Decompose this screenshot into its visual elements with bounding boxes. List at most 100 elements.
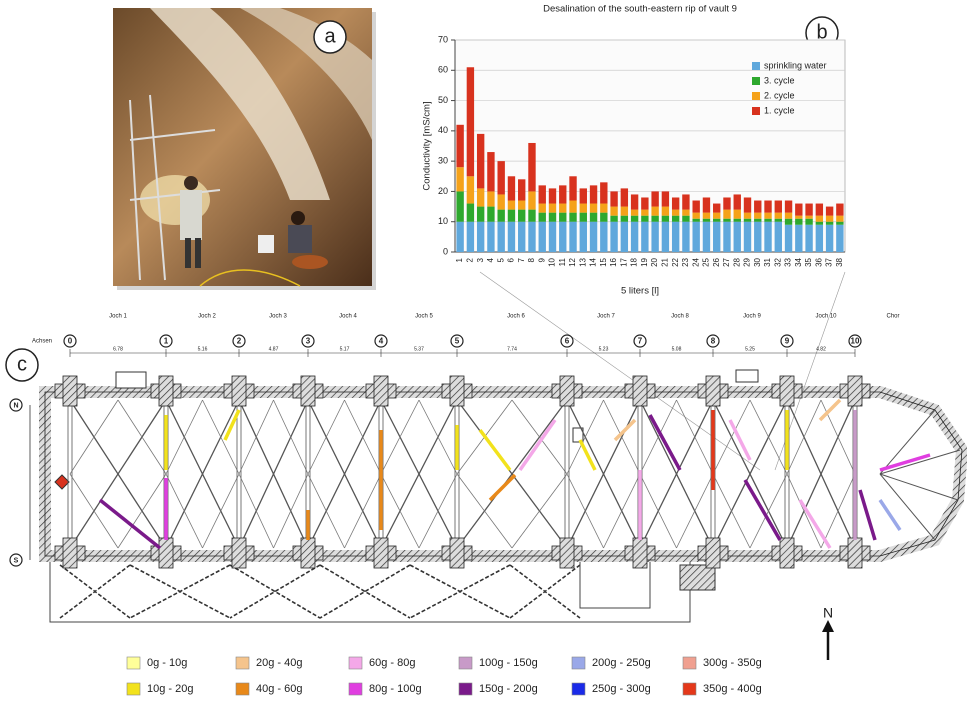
bar-segment [528,222,535,252]
bar-segment [580,222,587,252]
bar-segment [764,219,771,222]
bar-segment [805,219,812,225]
bar-segment [744,219,751,222]
legend-swatch [752,92,760,100]
legend-label: 2. cycle [764,90,795,100]
legend-label: 200g - 250g [592,657,651,669]
bar-segment [569,222,576,252]
bar-segment [467,67,474,176]
bar-segment [518,201,525,210]
bar-segment [775,219,782,222]
x-tick-label: 30 [753,257,762,266]
legend-swatch [752,62,760,70]
bar-segment [662,216,669,222]
bar-segment [672,222,679,252]
x-tick-label: 22 [671,257,680,266]
dimension-label: 7.74 [507,346,517,352]
legend-swatch [752,77,760,85]
panel-label-text: c [17,353,27,375]
bar-segment [600,182,607,203]
bar-segment [467,176,474,203]
x-tick-label: 15 [599,257,608,266]
legend-label: 350g - 400g [703,683,762,695]
legend-swatch [572,657,585,669]
bar-segment [621,188,628,206]
bar-segment [836,222,843,225]
pillar [706,376,720,406]
legend-label: 3. cycle [764,75,795,85]
axis-label: 1 [164,337,169,346]
bar-segment [569,201,576,213]
legend-label: 0g - 10g [147,657,187,669]
bar-segment [754,213,761,219]
bar-segment [713,222,720,252]
legend-swatch [459,657,472,669]
bar-segment [826,216,833,222]
bar-segment [703,219,710,222]
bar-segment [518,210,525,222]
pillar [706,538,720,568]
y-tick-label: 50 [438,95,448,105]
axis-label: 5 [455,337,460,346]
bay-label: Joch 3 [269,314,287,320]
bay-label: Joch 10 [815,314,837,320]
bay-label: Chor [886,314,899,320]
x-tick-label: 1 [455,257,464,262]
x-tick-label: 32 [773,257,782,266]
bay-label: Joch 2 [198,314,216,320]
bar-segment [590,222,597,252]
legend-swatch [349,657,362,669]
x-tick-label: 29 [743,257,752,266]
bar-segment [795,216,802,219]
bay-label: Joch 7 [597,314,615,320]
bar-segment [723,222,730,252]
side-label: N [13,402,18,409]
bar-segment [610,207,617,216]
bar-segment [641,216,648,222]
bar-segment [631,222,638,252]
bar-segment [518,179,525,200]
legend-swatch [236,657,249,669]
bar-segment [785,213,792,219]
bar-segment [692,213,699,219]
bar-segment [528,143,535,191]
bar-segment [487,222,494,252]
north-label: N [823,605,833,621]
legend-label: 10g - 20g [147,683,193,695]
bar-segment [467,222,474,252]
bar-segment [631,216,638,222]
y-tick-label: 10 [438,216,448,226]
bar-segment [795,204,802,216]
x-tick-label: 33 [784,257,793,266]
dimension-label: 5.37 [414,346,424,352]
bar-segment [518,222,525,252]
axis-label: 6 [565,337,570,346]
bar-segment [497,161,504,194]
bar-segment [487,207,494,222]
x-tick-label: 26 [712,257,721,266]
bar-segment [539,222,546,252]
bar-segment [826,225,833,252]
bar-segment [559,213,566,222]
x-tick-label: 11 [558,257,567,266]
bay-label: Joch 8 [671,314,689,320]
bar-segment [836,225,843,252]
bar-segment [528,210,535,222]
bar-segment [651,216,658,222]
bar-segment [477,207,484,222]
bar-segment [641,197,648,209]
pillar [63,376,77,406]
bar-segment [621,207,628,216]
pillar [301,376,315,406]
y-axis-label: Conductivity [mS/cm] [422,101,433,190]
pillar [560,376,574,406]
bar-segment [477,188,484,206]
bar-segment [539,213,546,222]
x-tick-label: 24 [691,257,700,266]
bar-segment [610,222,617,252]
bar-segment [826,222,833,225]
axis-label: 0 [68,337,73,346]
bar-segment [682,216,689,222]
bar-segment [744,197,751,212]
bar-segment [805,216,812,219]
